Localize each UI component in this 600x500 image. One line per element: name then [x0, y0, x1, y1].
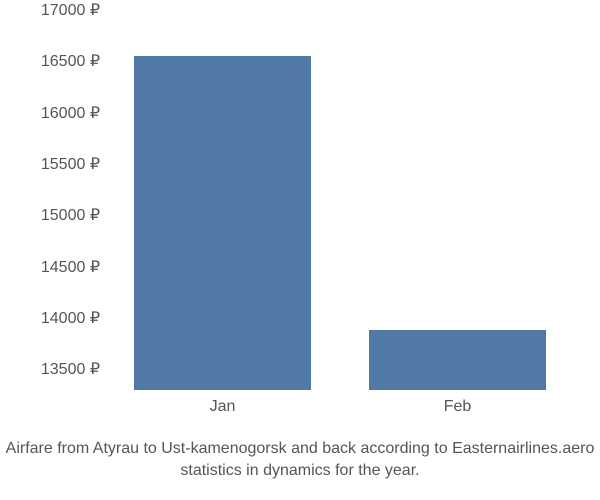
y-axis-tick-label: 17000 ₽	[10, 0, 100, 20]
plot-area	[105, 10, 575, 390]
x-axis-tick-label: Feb	[444, 398, 472, 416]
x-axis-tick-label: Jan	[210, 398, 236, 416]
airfare-bar-chart: Airfare from Atyrau to Ust-kamenogorsk a…	[0, 0, 600, 500]
bar-feb	[369, 330, 545, 390]
y-axis-tick-label: 15000 ₽	[10, 205, 100, 225]
bar-jan	[134, 56, 310, 390]
y-axis-tick-label: 14500 ₽	[10, 257, 100, 277]
y-axis-tick-label: 16500 ₽	[10, 51, 100, 71]
y-axis-tick-label: 16000 ₽	[10, 103, 100, 123]
y-axis-tick-label: 14000 ₽	[10, 308, 100, 328]
chart-caption: Airfare from Atyrau to Ust-kamenogorsk a…	[0, 438, 600, 481]
y-axis-tick-label: 15500 ₽	[10, 154, 100, 174]
y-axis-tick-label: 13500 ₽	[10, 359, 100, 379]
